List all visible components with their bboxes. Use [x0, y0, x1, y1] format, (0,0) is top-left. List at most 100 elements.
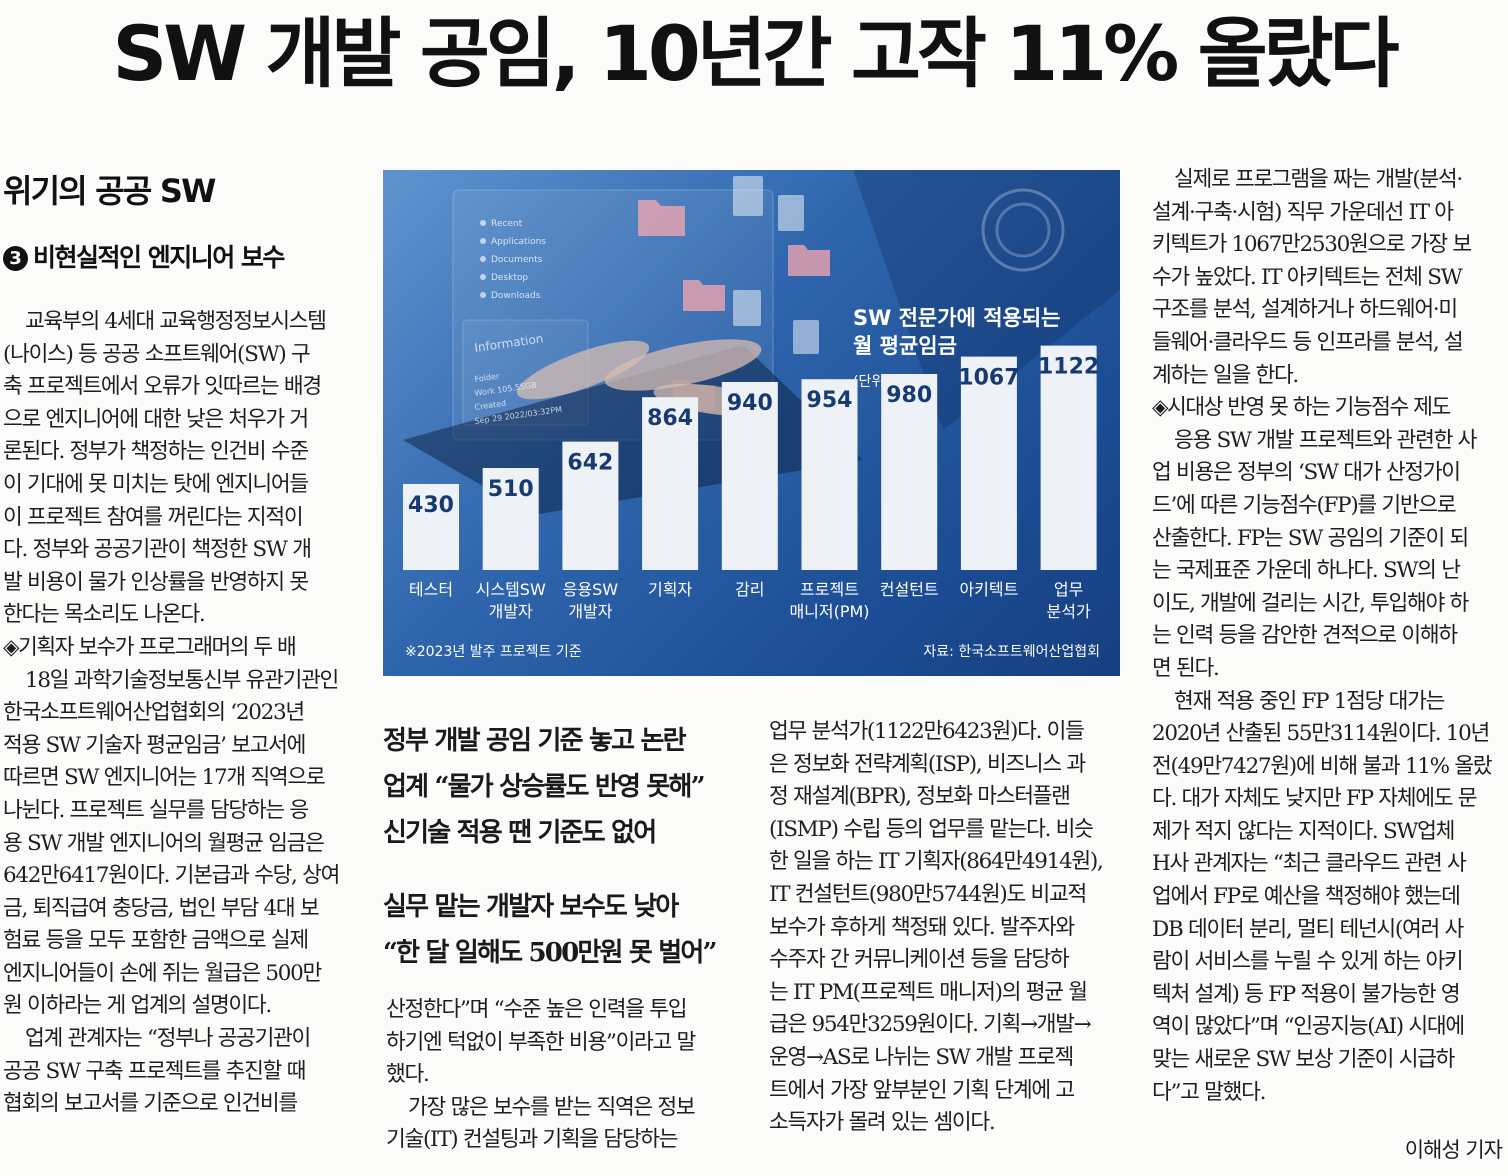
- text-line: 축 프로젝트에서 오류가 잇따르는 배경: [3, 374, 322, 400]
- bar-value-label: 980: [886, 383, 932, 408]
- text-line: 산출한다. FP는 SW 공임의 기준이 되: [1152, 525, 1469, 551]
- series-kicker: 위기의 공공 SW: [3, 172, 216, 210]
- menu-bullet-icon: [480, 238, 486, 244]
- bar-value-label: 1067: [958, 366, 1019, 391]
- text-line: 맞는 새로운 SW 보상 기준이 시급하: [1152, 1047, 1455, 1073]
- sub-headline-2: 업계 “물가 상승률도 반영 못해”: [383, 772, 706, 802]
- text-line: 는 국제표준 가운데 하나다. SW의 난: [1152, 558, 1461, 584]
- text-line: 업계 관계자는 “정부나 공공기관이: [25, 1026, 311, 1052]
- text-line: 는 인력 등을 감안한 견적으로 이해하: [1152, 623, 1458, 649]
- text-line: 정 재설계(BPR), 정보화 마스터플랜: [769, 784, 1071, 810]
- text-line: 발 비용이 물가 인상률을 반영하지 못: [3, 569, 309, 595]
- text-line: 한 일을 하는 IT 기획자(864만4914원),: [769, 849, 1104, 875]
- text-line: 기술(IT) 컨설팅과 기획을 담당하는: [386, 1127, 679, 1153]
- text-line: 나뉜다. 프로젝트 실무를 담당하는 응: [3, 797, 309, 823]
- photo-menu-item: Documents: [491, 255, 543, 265]
- chart-note: ※2023년 발주 프로젝트 기준: [405, 644, 582, 660]
- text-line: (나이스) 등 공공 소프트웨어(SW) 구: [3, 341, 311, 367]
- category-label: 업무: [1054, 580, 1083, 599]
- text-line: 업에서 FP로 예산을 책정해야 했는데: [1152, 884, 1461, 910]
- text-line: 한다는 목소리도 나온다.: [3, 602, 206, 628]
- text-line: 한국소프트웨어산업협회의 ‘2023년: [3, 700, 305, 726]
- text-line: 642만6417원이다. 기본급과 수당, 상여: [3, 863, 340, 889]
- text-line: 제가 적지 않다는 지적이다. SW업체: [1152, 818, 1455, 844]
- section-subhead: ◈시대상 반영 못 하는 기능점수 제도: [1152, 395, 1451, 421]
- text-line: 업 비용은 정부의 ‘SW 대가 산정가이: [1152, 460, 1461, 486]
- text-line: 다. 정부와 공공기관이 책정한 SW 개: [3, 537, 312, 563]
- bar-value-label: 430: [408, 493, 454, 518]
- text-line: 적용 SW 기술자 평균임금’ 보고서에: [3, 732, 306, 758]
- bar-9: [1040, 345, 1097, 570]
- menu-bullet-icon: [480, 274, 486, 280]
- text-line: 급은 954만3259원이다. 기획→개발→: [769, 1012, 1092, 1038]
- text-line: 했다.: [386, 1062, 430, 1088]
- text-line: 설계·구축·시험) 직무 가운데선 IT 아: [1152, 199, 1454, 225]
- text-line: 수가 높았다. IT 아키텍트는 전체 SW: [1152, 264, 1463, 290]
- category-label: 아키텍트: [959, 580, 1018, 599]
- category-label: 매니저(PM): [789, 602, 869, 621]
- text-line: 계하는 일을 한다.: [1152, 362, 1299, 388]
- bar-3: [562, 441, 619, 570]
- text-line: 공공 SW 구축 프로젝트를 추진할 때: [3, 1058, 306, 1084]
- bar-value-label: 864: [647, 406, 693, 431]
- text-line: 가장 많은 보수를 받는 직역은 정보: [408, 1094, 696, 1120]
- text-line: 다”고 말했다.: [1152, 1079, 1266, 1105]
- text-line: 이 기대에 못 미치는 탓에 엔지니어들: [3, 471, 309, 497]
- text-line: 엔지니어들이 손에 쥐는 월급은 500만: [3, 960, 322, 986]
- menu-bullet-icon: [480, 256, 486, 262]
- category-label: 감리: [735, 580, 764, 599]
- text-line: 현재 적용 중인 FP 1점당 대가는: [1174, 688, 1445, 714]
- text-line: (ISMP) 수립 등의 업무를 맡는다. 비슷: [769, 816, 1094, 842]
- text-line: 원 이하라는 게 업계의 설명이다.: [3, 993, 272, 1019]
- text-line: 업무 분석가(1122만6423원)다. 이들: [769, 719, 1085, 744]
- section-subhead: ◈기획자 보수가 프로그래머의 두 배: [3, 634, 297, 660]
- chart-source: 자료: 한국소프트웨어산업협회: [923, 644, 1100, 660]
- headline: SW 개발 공임, 10년간 고작 11% 올랐다: [112, 9, 1400, 98]
- category-label: 기획자: [648, 580, 692, 599]
- menu-bullet-icon: [480, 220, 486, 226]
- text-line: 들웨어·클라우드 등 인프라를 분석, 설: [1152, 329, 1464, 355]
- category-label: 시스템SW: [476, 580, 546, 599]
- photo-menu-item: Applications: [491, 237, 546, 247]
- text-line: 다. 대가 자체도 낮지만 FP 자체에도 문: [1152, 786, 1478, 812]
- text-line: 협회의 보고서를 기준으로 인건비를: [3, 1091, 298, 1117]
- text-line: 하기엔 턱없이 부족한 비용”이라고 말: [386, 1029, 696, 1055]
- text-line: 2020년 산출된 55만3114원이다. 10년: [1152, 721, 1490, 747]
- category-label: 개발자: [489, 602, 533, 621]
- sub-headline-1: 정부 개발 공임 기준 놓고 논란: [383, 726, 687, 756]
- photo-info-row: Folder: [474, 372, 500, 384]
- sub-headline-4: 실무 맡는 개발자 보수도 낮아: [383, 892, 679, 922]
- text-line: 험료 등을 모두 포함한 금액으로 실제: [3, 928, 309, 954]
- text-line: 트에서 가장 앞부분인 기획 단계에 고: [769, 1077, 1075, 1103]
- text-line: 수주자 간 커뮤니케이션 등을 담당하: [769, 947, 1070, 973]
- bar-6: [801, 379, 858, 570]
- text-line: 은 정보화 전략계획(ISP), 비즈니스 과: [769, 751, 1086, 777]
- bar-4: [642, 397, 699, 570]
- chart-svg: Recent Applications Documents Desktop Downlo…: [403, 170, 1120, 660]
- text-line: 전(49만7427원)에 비해 불과 11% 올랐: [1152, 753, 1493, 779]
- text-line: 운영→AS로 나뉘는 SW 개발 프로젝: [769, 1044, 1074, 1070]
- series-title-text: 비현실적인 엔지니어 보수: [33, 243, 285, 272]
- series-title: 3 비현실적인 엔지니어 보수: [3, 238, 285, 274]
- photo-info-row: Created: [474, 399, 507, 412]
- text-line: 람이 서비스를 누릴 수 있게 하는 아키: [1152, 949, 1464, 975]
- category-label: 분석가: [1047, 602, 1091, 621]
- text-line: 보수가 후하게 책정돼 있다. 발주자와: [769, 914, 1075, 940]
- sub-headline-3: 신기술 적용 땐 기준도 없어: [383, 818, 657, 848]
- category-label: 컨설턴트: [880, 580, 939, 599]
- text-line: 산정한다”며 “수준 높은 인력을 투입: [386, 997, 688, 1022]
- text-line: 는 IT PM(프로젝트 매니저)의 평균 월: [769, 979, 1088, 1005]
- text-line: 역이 많았다”며 “인공지능(AI) 시대에: [1152, 1014, 1465, 1040]
- text-line: 용 SW 개발 엔지니어의 월평균 임금은: [3, 830, 325, 856]
- text-line: 키텍트가 1067만2530원으로 가장 보: [1152, 232, 1472, 258]
- bar-8: [960, 356, 1017, 570]
- photo-menu-item: Recent: [491, 219, 523, 229]
- text-line: 론된다. 정부가 책정하는 인건비 수준: [3, 439, 309, 465]
- text-line: 18일 과학기술정보통신부 유관기관인: [25, 667, 339, 693]
- sub-headlines: 정부 개발 공임 기준 놓고 논란 업계 “물가 상승률도 반영 못해” 신기술…: [383, 718, 743, 976]
- bar-value-label: 1122: [1038, 355, 1099, 380]
- text-line: 구조를 분석, 설계하거나 하드웨어·미: [1152, 297, 1458, 323]
- text-line: 금, 퇴직급여 충당금, 법인 부담 4대 보: [3, 895, 320, 921]
- bar-value-label: 940: [727, 391, 773, 416]
